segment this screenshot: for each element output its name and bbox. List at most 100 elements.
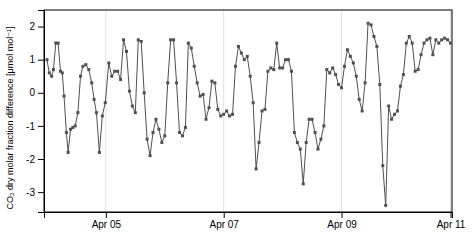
point	[290, 70, 293, 73]
point	[166, 81, 169, 84]
point	[428, 37, 431, 40]
point	[423, 42, 426, 45]
axis-line	[38, 11, 45, 213]
tick-label: Apr 05	[92, 219, 122, 230]
point	[169, 38, 172, 41]
tick-mark	[38, 27, 44, 28]
point	[325, 68, 328, 71]
point	[381, 164, 384, 167]
tick-label: -3	[26, 187, 35, 198]
point	[219, 114, 222, 117]
point	[160, 141, 163, 144]
point	[146, 138, 149, 141]
point	[396, 110, 399, 113]
point	[243, 58, 246, 61]
point	[84, 63, 87, 66]
point	[249, 75, 252, 78]
point	[87, 68, 90, 71]
point	[449, 42, 452, 45]
x-tick: Apr 11	[437, 212, 466, 230]
point	[328, 71, 331, 74]
point	[79, 75, 82, 78]
point	[284, 58, 287, 61]
point	[258, 141, 261, 144]
point	[122, 38, 125, 41]
point	[367, 22, 370, 25]
point	[178, 131, 181, 134]
y-tick: 2	[29, 21, 44, 32]
point	[260, 110, 263, 113]
point	[387, 105, 390, 108]
point	[316, 148, 319, 151]
point	[125, 50, 128, 53]
point	[266, 70, 269, 73]
tick-label: Apr 11	[437, 219, 466, 230]
tick-mark	[224, 212, 225, 218]
point	[434, 38, 437, 41]
point	[402, 73, 405, 76]
point	[425, 38, 428, 41]
point	[216, 108, 219, 111]
point	[311, 118, 314, 121]
point	[343, 65, 346, 68]
point	[302, 182, 305, 185]
tick-label: Apr 09	[327, 219, 357, 230]
plot-frame	[44, 10, 452, 212]
point	[431, 53, 434, 56]
point	[337, 83, 340, 86]
point	[48, 71, 51, 74]
y-axis: -3-2-1012	[26, 11, 44, 213]
point	[331, 66, 334, 69]
point	[437, 42, 440, 45]
point	[384, 204, 387, 207]
point	[131, 105, 134, 108]
grid-line	[341, 10, 342, 212]
point	[151, 131, 154, 134]
point	[275, 42, 278, 45]
tick-mark	[106, 212, 107, 218]
point	[346, 48, 349, 51]
point	[184, 126, 187, 129]
marks	[45, 22, 452, 207]
point	[293, 131, 296, 134]
point	[411, 42, 414, 45]
point	[340, 86, 343, 89]
line	[47, 23, 451, 205]
point	[417, 68, 420, 71]
point	[281, 66, 284, 69]
point	[246, 55, 249, 58]
grid-line	[450, 10, 451, 212]
axis-line	[45, 213, 453, 219]
chart: Apr 05Apr 07Apr 09Apr 11-3-2-1012CO₂ dry…	[0, 0, 474, 236]
point	[378, 83, 381, 86]
y-tick: 0	[29, 87, 44, 98]
point	[163, 134, 166, 137]
point	[207, 106, 210, 109]
point	[375, 45, 378, 48]
point	[76, 111, 79, 114]
point	[228, 114, 231, 117]
point	[443, 37, 446, 40]
point	[372, 35, 375, 38]
point	[205, 118, 208, 121]
point	[119, 78, 122, 81]
point	[393, 113, 396, 116]
point	[319, 138, 322, 141]
point	[137, 38, 140, 41]
point	[52, 68, 55, 71]
tick-label: -2	[26, 154, 35, 165]
point	[93, 98, 96, 101]
point	[190, 47, 193, 50]
point	[390, 118, 393, 121]
point	[110, 75, 113, 78]
y-tick: -3	[26, 187, 44, 198]
point	[414, 70, 417, 73]
point	[57, 42, 60, 45]
point	[225, 110, 228, 113]
point	[299, 148, 302, 151]
point	[175, 81, 178, 84]
point	[352, 61, 355, 64]
point	[222, 113, 225, 116]
point	[252, 101, 255, 104]
point	[196, 81, 199, 84]
